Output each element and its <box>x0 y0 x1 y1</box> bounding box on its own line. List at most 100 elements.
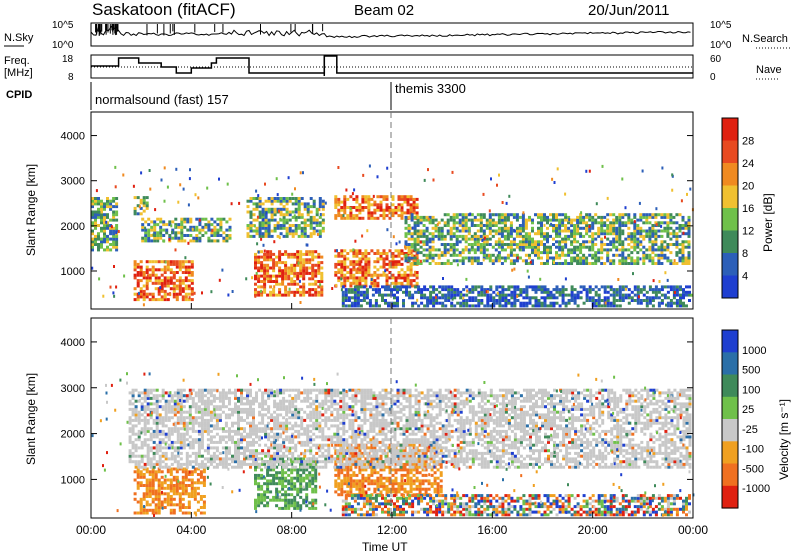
power-cell <box>355 216 359 220</box>
power-cell <box>384 285 387 289</box>
vel-cell <box>184 478 188 482</box>
power-cell <box>404 253 408 257</box>
vel-cell <box>146 418 150 422</box>
power-cell <box>160 273 164 277</box>
power-cell <box>190 281 194 285</box>
power-cell <box>497 226 501 230</box>
vel-cell <box>200 391 204 395</box>
power-cell <box>552 256 555 260</box>
power-cell <box>579 256 583 260</box>
power-cell <box>406 203 410 207</box>
power-cell <box>378 288 381 292</box>
power-cell <box>412 206 416 209</box>
power-cell <box>651 215 655 219</box>
power-cell <box>312 205 316 209</box>
power-cell <box>361 271 365 274</box>
power-cell <box>594 237 598 241</box>
vel-cell <box>157 511 161 515</box>
power-cell <box>382 260 386 264</box>
power-cell <box>446 221 450 225</box>
power-cell <box>362 296 366 300</box>
power-cell <box>269 258 273 262</box>
power-cell <box>485 224 489 227</box>
power-cell <box>346 265 350 269</box>
power-cell <box>337 276 341 280</box>
vel-cell <box>406 471 410 475</box>
power-cell <box>549 296 553 300</box>
power-cell <box>576 296 580 300</box>
power-cell <box>361 257 365 261</box>
power-cell <box>258 197 262 200</box>
vel-cell <box>382 484 386 488</box>
power-cell <box>539 277 542 281</box>
power-cell <box>207 236 211 240</box>
power-cell <box>184 292 188 296</box>
vel-cell <box>188 394 192 398</box>
power-cell <box>415 281 419 285</box>
vel-cell <box>385 484 389 488</box>
power-cell <box>483 288 487 292</box>
vel-cell <box>149 388 153 392</box>
vel-cell <box>254 476 257 480</box>
power-cell <box>482 251 486 255</box>
vel-cell <box>149 416 153 420</box>
power-cell <box>172 295 176 299</box>
vel-cell <box>272 495 276 499</box>
power-cell <box>305 250 309 254</box>
power-cell <box>419 262 423 265</box>
power-cell <box>528 299 532 302</box>
power-cell <box>225 220 229 224</box>
power-cell <box>443 237 447 241</box>
power-cell <box>374 304 378 308</box>
power-cell <box>621 240 625 244</box>
vel-cell <box>175 484 179 487</box>
vel-cell <box>164 416 168 420</box>
vel-cell <box>149 396 153 400</box>
freq-tick-top: 18 <box>62 54 74 65</box>
vel-cell <box>128 427 132 431</box>
power-cell <box>489 299 493 302</box>
power-cell <box>162 234 166 237</box>
power-cell <box>206 186 209 190</box>
power-cell <box>603 262 607 265</box>
power-cell <box>103 224 106 227</box>
power-cell <box>516 299 520 302</box>
power-cell <box>381 299 384 302</box>
power-cell <box>636 290 640 294</box>
power-cell <box>190 279 194 283</box>
power-cell <box>148 268 152 272</box>
power-cell <box>300 232 304 236</box>
vel-cell <box>266 484 270 488</box>
power-cell <box>321 213 325 217</box>
power-cell <box>513 290 517 294</box>
power-cell <box>364 195 368 199</box>
power-cell <box>573 293 577 297</box>
power-cell <box>666 278 669 282</box>
power-cell <box>666 213 670 217</box>
power-cell <box>540 262 543 265</box>
power-cell <box>415 276 419 280</box>
power-cell <box>321 221 325 225</box>
power-cell <box>106 215 109 219</box>
power-cell <box>174 223 178 227</box>
power-cell <box>627 253 631 257</box>
power-cell <box>428 245 432 249</box>
power-cell <box>181 289 185 293</box>
vel-cell <box>436 487 440 491</box>
vel-cell <box>160 470 164 474</box>
power-cell <box>334 262 338 266</box>
vel-cell <box>403 487 407 491</box>
power-cell <box>411 304 415 308</box>
vel-cell <box>379 473 383 477</box>
power-cell <box>525 296 529 300</box>
vel-cell <box>349 468 353 472</box>
vel-cell <box>137 454 141 458</box>
power-cell <box>621 177 624 181</box>
vel-cell <box>143 394 147 398</box>
power-cell <box>343 262 347 266</box>
power-cell <box>488 224 492 227</box>
power-cell <box>434 218 438 222</box>
power-cell <box>257 290 261 294</box>
power-cell <box>528 243 531 246</box>
power-cell <box>154 298 158 302</box>
